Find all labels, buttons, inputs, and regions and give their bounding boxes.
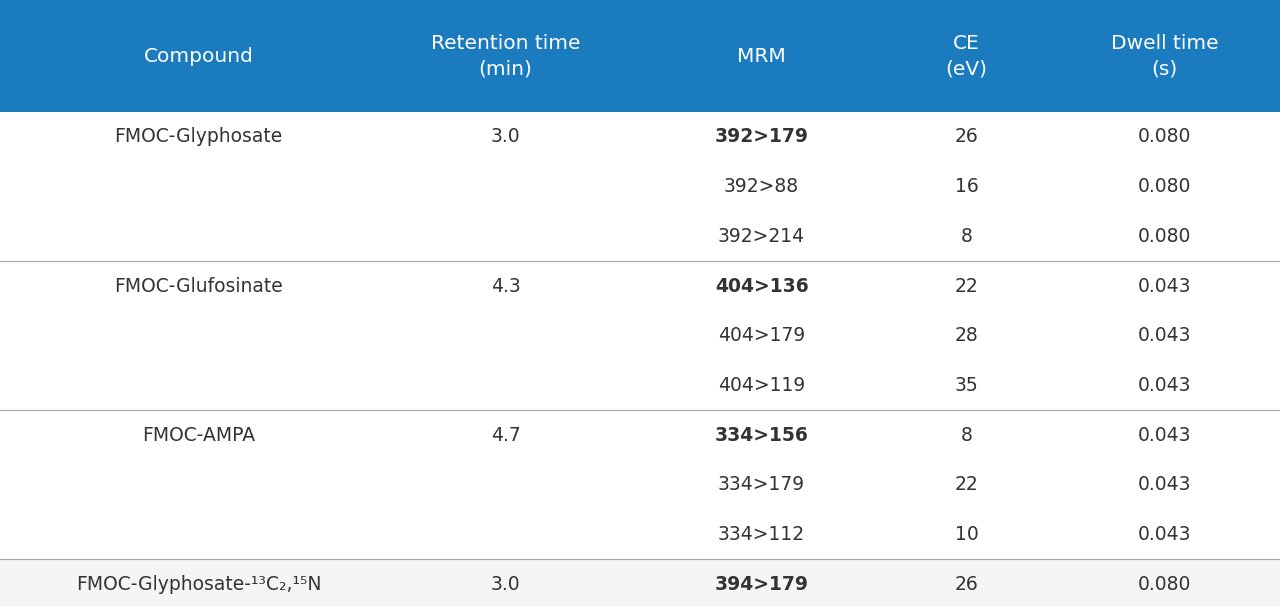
Text: 0.043: 0.043 (1138, 326, 1192, 345)
Text: 404>179: 404>179 (718, 326, 805, 345)
Text: 4.7: 4.7 (490, 425, 521, 445)
Text: 22: 22 (955, 475, 978, 494)
Bar (0, 112, 1280, 261)
Bar (0, 559, 1280, 606)
Text: 22: 22 (955, 276, 978, 296)
Text: 3.0: 3.0 (490, 127, 521, 147)
Text: FMOC-Glufosinate: FMOC-Glufosinate (114, 276, 283, 296)
Bar (0, 261, 1280, 410)
Text: 0.043: 0.043 (1138, 525, 1192, 544)
Bar (0, 0, 1280, 112)
Text: CE
(eV): CE (eV) (946, 34, 987, 78)
Text: 392>88: 392>88 (724, 177, 799, 196)
Text: FMOC-Glyphosate-¹³C₂,¹⁵N: FMOC-Glyphosate-¹³C₂,¹⁵N (76, 574, 321, 594)
Text: 8: 8 (960, 227, 973, 246)
Text: 404>119: 404>119 (718, 376, 805, 395)
Text: 4.3: 4.3 (490, 276, 521, 296)
Text: 10: 10 (955, 525, 978, 544)
Text: 0.043: 0.043 (1138, 276, 1192, 296)
Text: Retention time
(min): Retention time (min) (431, 34, 580, 78)
Text: 334>112: 334>112 (718, 525, 805, 544)
Text: 28: 28 (955, 326, 978, 345)
Text: 392>214: 392>214 (718, 227, 805, 246)
Text: 26: 26 (955, 127, 978, 147)
Text: Dwell time
(s): Dwell time (s) (1111, 34, 1219, 78)
Text: 334>156: 334>156 (714, 425, 809, 445)
Text: 0.043: 0.043 (1138, 425, 1192, 445)
Text: 0.080: 0.080 (1138, 177, 1192, 196)
Text: 334>179: 334>179 (718, 475, 805, 494)
Text: 8: 8 (960, 425, 973, 445)
Text: 0.043: 0.043 (1138, 475, 1192, 494)
Text: 392>179: 392>179 (714, 127, 809, 147)
Bar (0, 410, 1280, 559)
Text: 0.080: 0.080 (1138, 127, 1192, 147)
Text: 0.043: 0.043 (1138, 376, 1192, 395)
Text: MRM: MRM (737, 47, 786, 65)
Text: 26: 26 (955, 574, 978, 594)
Text: 394>179: 394>179 (714, 574, 809, 594)
Text: 0.080: 0.080 (1138, 574, 1192, 594)
Text: 16: 16 (955, 177, 978, 196)
Text: Compound: Compound (143, 47, 253, 65)
Text: 35: 35 (955, 376, 978, 395)
Text: 404>136: 404>136 (714, 276, 809, 296)
Text: FMOC-Glyphosate: FMOC-Glyphosate (114, 127, 283, 147)
Text: FMOC-AMPA: FMOC-AMPA (142, 425, 255, 445)
Text: 3.0: 3.0 (490, 574, 521, 594)
Text: 0.080: 0.080 (1138, 227, 1192, 246)
